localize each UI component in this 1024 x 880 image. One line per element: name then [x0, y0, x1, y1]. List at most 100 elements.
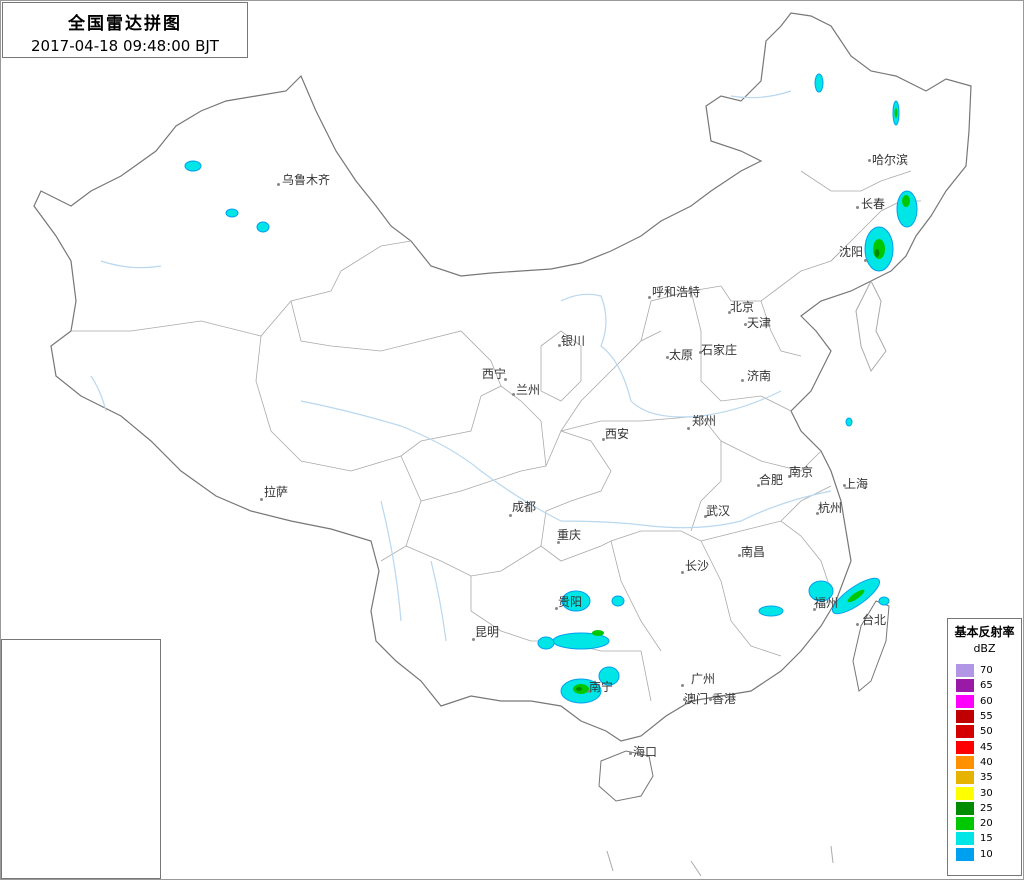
city-dot	[504, 378, 507, 381]
legend-swatch	[956, 786, 974, 800]
legend-swatch	[956, 847, 974, 861]
legend-value: 15	[980, 833, 993, 845]
city-dot	[728, 311, 731, 314]
city-dot	[709, 698, 712, 701]
neighbor-outlines	[606, 845, 834, 877]
city-label-hohhot: 呼和浩特	[652, 285, 701, 299]
legend-value: 45	[980, 741, 993, 753]
legend-swatch	[956, 755, 974, 769]
city-label-harbin: 哈尔滨	[872, 153, 909, 167]
legend-swatch	[956, 832, 974, 846]
city-label-shijiazhuang: 石家庄	[701, 343, 738, 357]
legend-item: 10	[956, 847, 993, 862]
legend-swatch	[956, 771, 974, 785]
legend-item: 65	[956, 678, 993, 693]
city-dot	[741, 379, 744, 382]
city-dot	[683, 698, 686, 701]
city-dot	[704, 515, 707, 518]
city-label-yinchuan: 银川	[561, 334, 586, 348]
legend-swatch	[956, 740, 974, 754]
province-borders	[71, 170, 921, 702]
city-dot	[681, 571, 684, 574]
legend-item: 70	[956, 663, 993, 678]
radar-echoes	[184, 73, 918, 704]
city-label-hangzhou: 杭州	[818, 501, 843, 515]
legend-item: 35	[956, 770, 993, 785]
city-label-fuzhou: 福州	[814, 596, 839, 610]
city-label-tianjin: 天津	[747, 316, 772, 330]
legend-value: 25	[980, 802, 993, 814]
city-label-zhengzhou: 郑州	[692, 414, 717, 428]
city-label-changsha: 长沙	[685, 559, 710, 573]
legend-value: 50	[980, 726, 993, 738]
city-label-kunming: 昆明	[475, 625, 500, 639]
legend-items: 70 65 60 55 50 45 40 35 30 25 20 15 10	[956, 663, 993, 862]
legend-item: 15	[956, 831, 993, 846]
city-dot	[629, 752, 632, 755]
legend-item: 40	[956, 755, 993, 770]
city-dot	[868, 159, 871, 162]
legend-swatch	[956, 710, 974, 724]
city-dot	[260, 498, 263, 501]
city-dot	[856, 206, 859, 209]
legend-item: 45	[956, 739, 993, 754]
taiwan-island	[852, 600, 890, 692]
city-label-jinan: 济南	[747, 369, 772, 383]
city-label-guangzhou: 广州	[691, 672, 716, 686]
city-label-chongqing: 重庆	[557, 528, 582, 542]
legend-value: 20	[980, 818, 993, 830]
city-dot	[557, 541, 560, 544]
city-dot	[864, 259, 867, 262]
city-label-lanzhou: 兰州	[516, 383, 541, 397]
legend-item: 55	[956, 709, 993, 724]
legend-unit: dBZ	[973, 642, 996, 655]
city-label-macau: 澳门	[684, 692, 709, 706]
city-label-lhasa: 拉萨	[264, 485, 289, 499]
city-label-nanning: 南宁	[589, 680, 614, 694]
legend-swatch	[956, 694, 974, 708]
city-dot	[843, 484, 846, 487]
legend-title: 基本反射率	[954, 625, 1015, 639]
city-label-changchun: 长春	[861, 197, 886, 211]
legend-value: 30	[980, 787, 993, 799]
legend-swatch	[956, 679, 974, 693]
city-label-beijing: 北京	[730, 300, 755, 314]
city-label-haikou: 海口	[633, 745, 658, 759]
city-dot	[277, 183, 280, 186]
legend-swatch	[956, 817, 974, 831]
city-label-shanghai: 上海	[844, 477, 869, 491]
city-dot	[738, 554, 741, 557]
legend-swatch	[956, 801, 974, 815]
legend-item: 30	[956, 785, 993, 800]
city-label-taipei: 台北	[862, 613, 887, 627]
city-dot	[558, 344, 561, 347]
city-dot	[509, 514, 512, 517]
south-china-sea-inset	[1, 639, 161, 879]
city-dot	[555, 607, 558, 610]
legend-value: 65	[980, 680, 993, 692]
legend-value: 10	[980, 848, 993, 860]
city-label-guiyang: 贵阳	[558, 595, 583, 609]
legend-swatch	[956, 664, 974, 678]
city-dot	[699, 351, 702, 354]
city-dot	[472, 638, 475, 641]
city-label-chengdu: 成都	[512, 500, 537, 514]
korea-outline	[855, 279, 887, 373]
city-dot	[788, 475, 791, 478]
map-timestamp: 2017-04-18 09:48:00 BJT	[31, 37, 219, 55]
legend-item: 60	[956, 694, 993, 709]
city-dot	[681, 684, 684, 687]
legend-value: 70	[980, 665, 993, 677]
legend-value: 55	[980, 711, 993, 723]
legend-item: 25	[956, 801, 993, 816]
hainan-island	[598, 750, 654, 802]
city-dot	[687, 427, 690, 430]
city-label-nanchang: 南昌	[741, 545, 766, 559]
city-dot	[588, 690, 591, 693]
city-dot	[813, 608, 816, 611]
city-label-xian: 西安	[605, 427, 630, 441]
china-border	[33, 12, 972, 742]
legend-swatch	[956, 725, 974, 739]
